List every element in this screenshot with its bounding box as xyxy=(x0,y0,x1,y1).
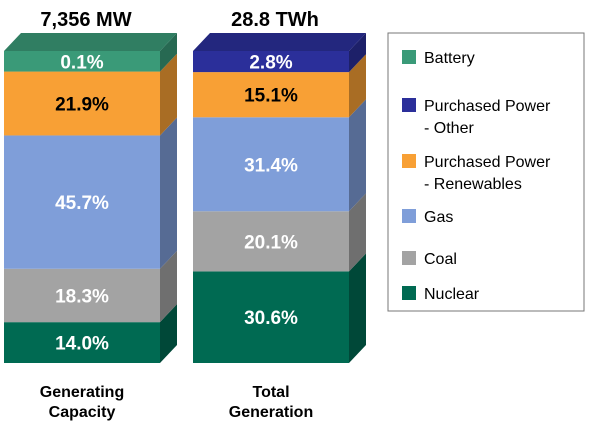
legend-label-coal: Coal xyxy=(424,251,457,268)
legend-swatch-purchased-power-other xyxy=(402,98,416,112)
legend-swatch-coal xyxy=(402,251,416,265)
bar-side-purchased-power-renewables-0 xyxy=(160,53,177,136)
bar-segment-purchased-power-other-1 xyxy=(193,51,349,73)
bar-side-purchased-power-other-1 xyxy=(349,33,366,73)
legend-label-battery: Battery xyxy=(424,50,475,67)
column-total-1: 28.8 TWh xyxy=(231,9,319,31)
bar-segment-battery-0 xyxy=(4,51,160,72)
category-label-1-0: Total xyxy=(252,384,289,401)
bar-side-gas-0 xyxy=(160,117,177,269)
bar-side-nuclear-1 xyxy=(349,253,366,363)
legend-swatch-nuclear xyxy=(402,286,416,300)
data-label-purchased-power-renewables-0: 21.9% xyxy=(55,95,109,116)
data-label-coal-1: 20.1% xyxy=(244,232,298,253)
data-label-gas-0: 45.7% xyxy=(55,193,109,214)
bar-segment-nuclear-0 xyxy=(4,322,160,363)
data-label-purchased-power-renewables-1: 15.1% xyxy=(244,86,298,107)
bar-side-battery-0 xyxy=(160,33,177,72)
data-label-coal-0: 18.3% xyxy=(55,286,109,307)
bar-segment-purchased-power-renewables-0 xyxy=(4,71,160,136)
column-total-0: 7,356 MW xyxy=(40,9,131,31)
bar-side-coal-0 xyxy=(160,250,177,323)
data-label-purchased-power-other-1: 2.8% xyxy=(249,53,292,74)
bar-top-purchased-power-other-1 xyxy=(193,33,366,51)
data-label-nuclear-0: 14.0% xyxy=(55,334,109,355)
legend-swatch-gas xyxy=(402,209,416,223)
bar-segment-coal-1 xyxy=(193,211,349,272)
bar-segment-nuclear-1 xyxy=(193,271,349,363)
category-label-0-1: Capacity xyxy=(49,404,116,421)
legend-box xyxy=(387,32,585,312)
data-label-nuclear-1: 30.6% xyxy=(244,308,298,329)
bar-segment-gas-1 xyxy=(193,117,349,212)
bar-segment-coal-0 xyxy=(4,268,160,323)
bar-side-purchased-power-renewables-1 xyxy=(349,54,366,118)
bar-segment-gas-0 xyxy=(4,135,160,269)
bar-side-nuclear-0 xyxy=(160,304,177,363)
legend-swatch-purchased-power-renewables xyxy=(402,154,416,168)
legend-label-purchased-power-renewables-0: Purchased Power xyxy=(424,154,551,171)
bar-side-coal-1 xyxy=(349,193,366,272)
bar-top-battery-0 xyxy=(4,33,177,51)
data-label-gas-1: 31.4% xyxy=(244,155,298,176)
bar-segment-purchased-power-renewables-1 xyxy=(193,72,349,118)
category-label-0-0: Generating xyxy=(40,384,124,401)
legend-swatch-battery xyxy=(402,50,416,64)
data-label-battery-0: 0.1% xyxy=(60,52,103,73)
legend-label-purchased-power-renewables-1: - Renewables xyxy=(424,176,522,193)
legend-label-purchased-power-other-1: - Other xyxy=(424,120,474,137)
legend-label-gas: Gas xyxy=(424,209,453,226)
bar-side-gas-1 xyxy=(349,99,366,212)
legend-label-nuclear: Nuclear xyxy=(424,286,480,303)
legend-label-purchased-power-other-0: Purchased Power xyxy=(424,98,551,115)
category-label-1-1: Generation xyxy=(229,404,313,421)
